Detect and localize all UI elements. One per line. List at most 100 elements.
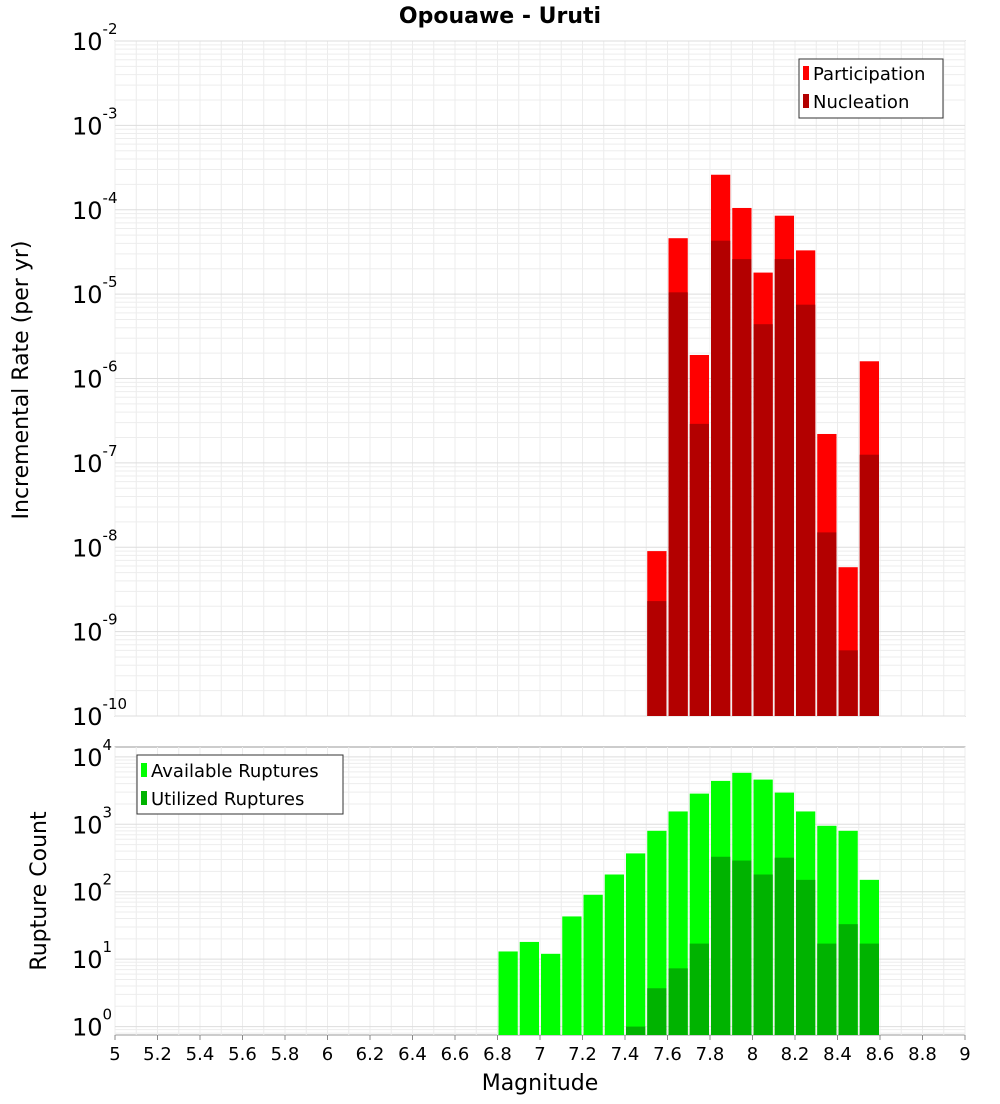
rate-y-tick-exponent: -2 — [103, 20, 118, 38]
count-y-tick-label: 101 — [72, 938, 112, 974]
rate-bar-nucleation — [711, 240, 731, 717]
x-tick-label: 8 — [747, 1044, 758, 1065]
count-bar-utilized-ruptures — [859, 943, 879, 1035]
participation-legend-label: Participation — [813, 64, 925, 85]
count-bar-available-ruptures — [541, 953, 561, 1035]
rate-bar-nucleation — [689, 423, 709, 716]
rate-bar-nucleation — [796, 304, 816, 716]
x-tick-label: 5.4 — [186, 1044, 215, 1065]
count-y-tick-exponent: 0 — [103, 1006, 113, 1024]
rate-y-tick-label: 10-2 — [72, 20, 118, 56]
count-bar-utilized-ruptures — [689, 943, 709, 1035]
x-tick-label: 6.8 — [483, 1044, 512, 1065]
x-tick-label: 8.8 — [908, 1044, 937, 1065]
rate-y-tick-label: 10-3 — [72, 104, 118, 140]
available-ruptures-legend-swatch — [141, 763, 147, 777]
rate-bar-nucleation — [859, 454, 879, 716]
count-bar-available-ruptures — [604, 874, 624, 1035]
rate-y-tick-exponent: -7 — [103, 442, 118, 460]
x-tick-label: 9 — [959, 1044, 970, 1065]
rate-bar-nucleation — [817, 532, 837, 716]
utilized-ruptures-legend-label: Utilized Ruptures — [151, 789, 304, 810]
count-y-tick-exponent: 2 — [103, 871, 113, 889]
rate-bar-nucleation — [732, 259, 752, 716]
count-y-tick-label: 100 — [72, 1006, 112, 1042]
count-bar-utilized-ruptures — [817, 943, 837, 1035]
rate-bar-nucleation — [647, 601, 667, 716]
rate-y-tick-label: 10-9 — [72, 611, 118, 647]
rate-bar-nucleation — [838, 650, 858, 716]
rate-y-tick-label: 10-8 — [72, 526, 118, 562]
count-y-tick-label: 104 — [72, 736, 112, 772]
count-bars — [498, 772, 879, 1035]
rate-y-tick-label: 10-7 — [72, 442, 118, 478]
rate-y-tick-exponent: -8 — [103, 526, 118, 544]
count-bar-available-ruptures — [498, 951, 518, 1035]
count-bar-available-ruptures — [583, 894, 603, 1035]
x-tick-label: 6.4 — [398, 1044, 427, 1065]
count-bar-utilized-ruptures — [626, 1026, 646, 1035]
rate-legend-box — [798, 58, 944, 119]
rate-bar-nucleation — [668, 292, 688, 716]
magnitude-x-axis: 5 5.2 5.4 5.6 5.8 6 6.2 6.4 6.6 6.8 7 7.2 7.4 7.6 7.8 8… — [109, 1035, 971, 1065]
rate-y-tick-label: 10-6 — [72, 358, 118, 394]
count-bar-available-ruptures — [647, 830, 667, 1035]
count-y-tick-exponent: 4 — [103, 736, 113, 754]
rate-y-tick-exponent: -4 — [103, 189, 118, 207]
x-tick-label: 5.2 — [143, 1044, 172, 1065]
count-y-tick-exponent: 3 — [103, 803, 113, 821]
x-tick-label: 7.4 — [611, 1044, 640, 1065]
rate-y-tick-exponent: -5 — [103, 273, 118, 291]
x-tick-label: 5.6 — [228, 1044, 257, 1065]
rate-y-tick-exponent: -9 — [103, 611, 118, 629]
count-bar-utilized-ruptures — [647, 988, 667, 1035]
count-bar-utilized-ruptures — [753, 874, 773, 1035]
count-y-tick-exponent: 1 — [103, 938, 113, 956]
count-bar-utilized-ruptures — [838, 924, 858, 1035]
count-legend[interactable]: Available Ruptures Utilized Ruptures — [136, 754, 344, 815]
count-bar-available-ruptures — [626, 853, 646, 1035]
rate-bar-nucleation — [753, 324, 773, 716]
x-tick-label: 6.6 — [441, 1044, 470, 1065]
count-bar-utilized-ruptures — [732, 860, 752, 1035]
nucleation-legend-swatch — [803, 94, 809, 108]
rate-bars — [647, 174, 879, 717]
x-tick-label: 5 — [109, 1044, 120, 1065]
rate-y-tick-exponent: -10 — [103, 695, 128, 713]
x-tick-label: 5.8 — [271, 1044, 300, 1065]
rate-y-axis-label: Incremental Rate (per yr) — [9, 241, 34, 520]
x-tick-label: 6 — [322, 1044, 333, 1065]
count-y-tick-label: 103 — [72, 803, 112, 839]
nucleation-legend-label: Nucleation — [813, 92, 909, 113]
rate-y-tick-label: 10-5 — [72, 273, 118, 309]
x-tick-label: 8.4 — [823, 1044, 852, 1065]
x-tick-label: 7.2 — [568, 1044, 597, 1065]
participation-legend-swatch — [803, 66, 809, 80]
count-bar-utilized-ruptures — [711, 856, 731, 1035]
available-ruptures-legend-label: Available Ruptures — [151, 761, 319, 782]
x-tick-label: 8.2 — [781, 1044, 810, 1065]
x-tick-label: 7 — [534, 1044, 545, 1065]
utilized-ruptures-legend-swatch — [141, 791, 147, 805]
x-tick-label: 8.6 — [866, 1044, 895, 1065]
rate-panel: 10-210-310-410-510-610-710-810-910-10 In… — [9, 20, 966, 731]
x-tick-label: 7.8 — [696, 1044, 725, 1065]
x-tick-label: 6.2 — [356, 1044, 385, 1065]
rate-y-tick-exponent: -3 — [103, 104, 118, 122]
count-bar-available-ruptures — [519, 941, 539, 1035]
count-bar-utilized-ruptures — [668, 968, 688, 1035]
rate-bar-nucleation — [774, 259, 794, 716]
count-y-tick-label: 102 — [72, 871, 112, 907]
rate-grid — [114, 40, 966, 717]
x-tick-label: 7.6 — [653, 1044, 682, 1065]
count-legend-box — [136, 754, 344, 815]
rate-y-tick-exponent: -6 — [103, 358, 118, 376]
rate-legend[interactable]: Participation Nucleation — [798, 58, 944, 119]
count-bar-available-ruptures — [562, 916, 582, 1035]
count-y-axis-label: Rupture Count — [27, 811, 52, 971]
x-axis-label: Magnitude — [482, 1071, 599, 1096]
count-bar-utilized-ruptures — [774, 857, 794, 1035]
